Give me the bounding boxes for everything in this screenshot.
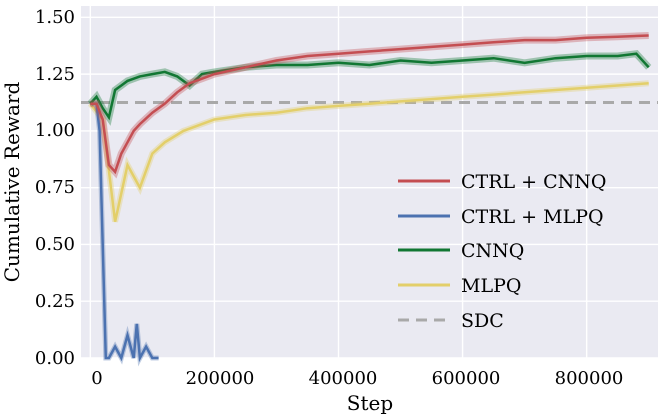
grid xyxy=(81,6,658,359)
legend-label-ctrl-mlpq: CTRL + MLPQ xyxy=(461,206,604,228)
y-axis-title: Cumulative Reward xyxy=(0,82,24,283)
x-tick-label-0: 0 xyxy=(91,368,102,389)
series-line-ctrl-mlpq xyxy=(90,102,159,363)
x-axis: 0 200000 400000 600000 800000 xyxy=(91,368,623,389)
y-tick-label-5: 1.25 xyxy=(35,64,75,85)
y-tick-label-0: 0.00 xyxy=(35,348,75,369)
y-tick-label-1: 0.25 xyxy=(35,291,75,312)
series-group xyxy=(81,32,658,367)
x-tick-label-3: 600000 xyxy=(432,368,501,389)
x-axis-title: Step xyxy=(347,391,393,415)
legend-label-sdc: SDC xyxy=(461,310,504,332)
x-tick-label-2: 400000 xyxy=(309,368,378,389)
y-tick-label-3: 0.75 xyxy=(35,177,75,198)
legend-label-ctrl-cnnq: CTRL + CNNQ xyxy=(461,171,607,193)
series-line-mlpq xyxy=(89,81,649,222)
legend: CTRL + CNNQ CTRL + MLPQ CNNQ MLPQ SDC xyxy=(398,171,607,332)
legend-label-cnnq: CNNQ xyxy=(461,240,524,262)
y-tick-label-2: 0.50 xyxy=(35,234,75,255)
series-line-ctrl-cnnq xyxy=(90,34,649,175)
y-axis: 0.00 0.25 0.50 0.75 1.00 1.25 1.50 xyxy=(35,7,75,369)
y-tick-label-4: 1.00 xyxy=(35,120,75,141)
x-tick-label-1: 200000 xyxy=(186,368,255,389)
x-tick-label-4: 800000 xyxy=(555,368,624,389)
legend-label-mlpq: MLPQ xyxy=(461,275,521,297)
y-tick-label-6: 1.50 xyxy=(35,7,75,28)
